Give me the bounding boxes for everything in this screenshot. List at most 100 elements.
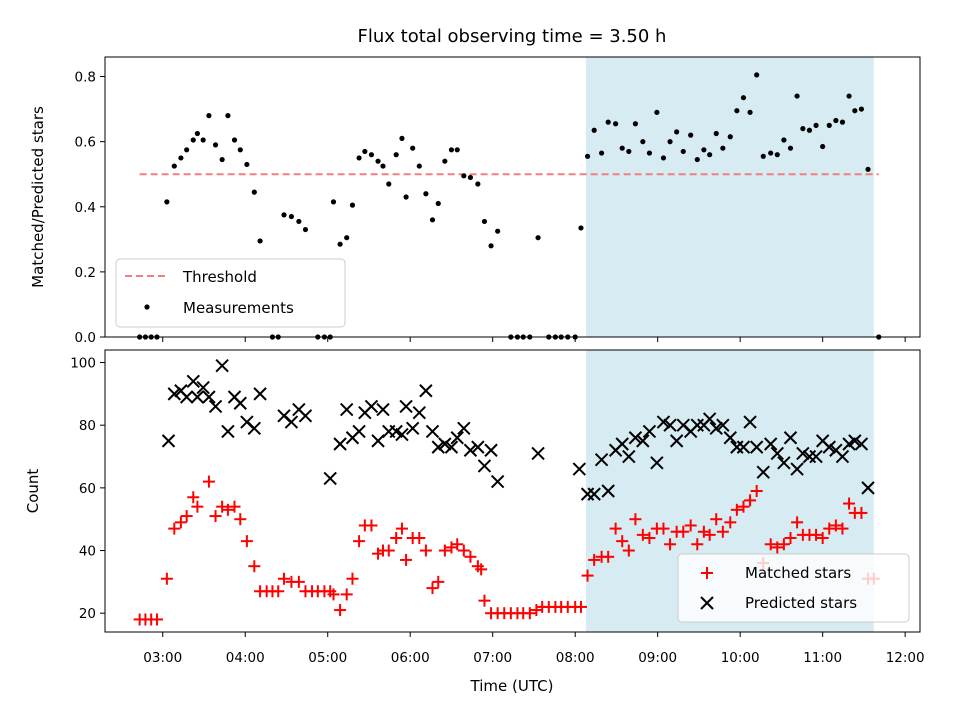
matched-star-point — [340, 588, 353, 601]
matched-star-point — [581, 569, 594, 582]
matched-star-point — [160, 572, 173, 585]
x-stroke — [444, 440, 459, 454]
matched-star-point — [710, 513, 723, 526]
x-stroke — [247, 421, 262, 436]
x-stroke — [669, 434, 684, 448]
predicted-star-point — [783, 431, 798, 445]
predicted-star-point — [848, 434, 862, 448]
x-tick-label: 11:00 — [803, 650, 842, 666]
predicted-star-point — [364, 399, 379, 414]
predicted-star-point — [202, 390, 216, 404]
bottom-y-tick-label: 40 — [79, 544, 96, 560]
x-stroke — [777, 456, 791, 470]
predicted-star-point — [471, 440, 485, 454]
x-tick-label: 12:00 — [886, 650, 925, 666]
measurement-point — [190, 137, 196, 143]
predicted-star-point — [756, 465, 770, 479]
matched-star-point — [657, 522, 670, 535]
matched-star-point — [346, 572, 359, 585]
matched-star-point — [791, 516, 804, 529]
measurement-point — [288, 213, 295, 220]
predicted-star-point — [484, 443, 498, 457]
bottom-panel-frame — [104, 349, 921, 633]
chart-title: Flux total observing time = 3.50 h — [358, 26, 667, 47]
measurement-point — [257, 238, 263, 244]
matched-star-point — [703, 528, 716, 541]
measurement-point — [368, 152, 375, 158]
matched-star-point — [180, 510, 193, 523]
measurement-point — [846, 93, 852, 99]
measurement-point — [707, 152, 713, 158]
predicted-star-point — [298, 409, 313, 423]
predicted-star-point — [376, 402, 390, 417]
matched-star-point — [419, 544, 432, 557]
matched-star-point — [457, 544, 470, 557]
x-stroke — [450, 431, 464, 445]
predicted-star-point — [186, 374, 200, 389]
matched-star-point — [278, 572, 291, 585]
matched-star-point — [771, 541, 784, 554]
predicted-star-point — [221, 424, 235, 439]
matched-star-point — [174, 516, 187, 529]
predicted-star-point — [463, 443, 478, 457]
measurement-point — [820, 143, 826, 150]
matched-star-point — [622, 544, 635, 557]
x-stroke — [292, 402, 306, 417]
x-stroke — [628, 431, 643, 445]
measurement-point — [461, 173, 467, 179]
bottom-y-axis: 20 40 60 80 100 — [70, 356, 105, 622]
measurement-point — [171, 163, 177, 169]
x-stroke — [471, 440, 485, 454]
bottom-y-tick-label: 100 — [70, 356, 96, 372]
measurement-point — [734, 108, 740, 114]
measurement-point — [632, 121, 639, 127]
matched-star-point — [187, 491, 200, 504]
measurement-point — [740, 95, 747, 101]
measurement-point — [403, 194, 409, 200]
measurement-point — [626, 148, 632, 155]
measurement-point — [852, 108, 858, 114]
matched-star-point — [228, 500, 241, 513]
x-tick-label: 07:00 — [473, 650, 512, 666]
measurement-point — [380, 163, 386, 169]
x-stroke — [587, 487, 601, 501]
predicted-star-point — [650, 456, 664, 470]
top-y-tick-label: 0.2 — [75, 265, 96, 281]
predicted-star-point — [796, 446, 810, 461]
predicted-star-point — [770, 446, 784, 461]
predicted-stars-legend-swatch — [700, 596, 714, 610]
measurement-point — [794, 93, 800, 99]
predicted-star-point — [809, 449, 823, 464]
predicted-star-point — [405, 421, 420, 436]
matched-stars-legend-label: Matched stars — [745, 564, 851, 582]
x-stroke — [709, 421, 723, 436]
predicted-star-point — [861, 481, 875, 495]
x-stroke — [196, 380, 210, 395]
measurement-point — [454, 147, 460, 153]
x-stroke — [277, 409, 291, 423]
predicted-star-point — [457, 421, 471, 436]
matched-star-point — [234, 513, 247, 526]
matched-star-point — [588, 553, 601, 566]
x-stroke — [477, 459, 492, 473]
measurement-point — [713, 130, 719, 137]
x-stroke — [861, 481, 875, 495]
x-stroke — [854, 437, 869, 451]
measurement-point — [219, 156, 225, 163]
predicted-star-point — [822, 440, 836, 454]
matched-star-point — [150, 613, 163, 626]
x-stroke — [364, 399, 379, 414]
x-stroke — [796, 446, 810, 461]
matched-star-point — [334, 604, 347, 617]
x-stroke — [484, 443, 498, 457]
matched-star-point — [829, 519, 842, 532]
x-stroke — [298, 409, 313, 423]
predicted-star-point — [438, 437, 452, 451]
matched-star-point — [353, 535, 366, 548]
matched-star-point — [209, 510, 222, 523]
matched-star-point — [400, 553, 413, 566]
measurement-point — [375, 158, 381, 164]
measurement-point — [598, 150, 605, 156]
matched-star-point — [248, 560, 261, 573]
matched-star-point — [777, 538, 790, 551]
